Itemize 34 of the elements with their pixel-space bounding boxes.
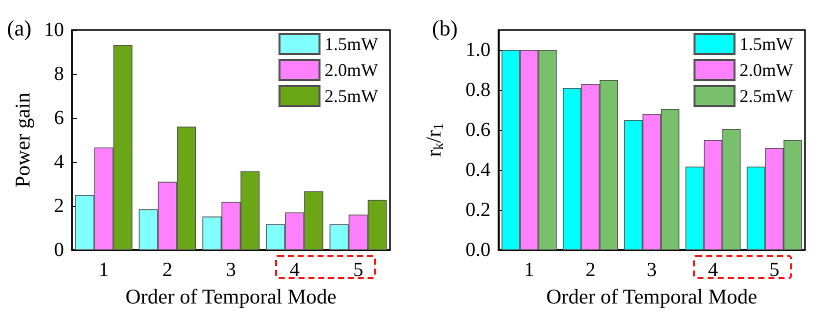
y-tick-label: 0.8 <box>466 79 490 101</box>
x-tick-label: 4 <box>708 259 718 281</box>
y-axis-title: rk/r1 <box>422 123 447 157</box>
y-tick-label: 4 <box>54 151 64 173</box>
legend-label: 1.5mW <box>324 34 378 54</box>
y-tick-label: 0 <box>54 239 64 261</box>
legend-label: 1.5mW <box>740 34 794 54</box>
legend-label: 2.5mW <box>740 86 794 106</box>
y-tick-label: 10 <box>44 19 64 41</box>
x-tick-label: 4 <box>290 259 300 281</box>
x-axis-title: Order of Temporal Mode <box>126 284 336 308</box>
y-tick-label: 2 <box>54 195 64 217</box>
x-tick-label: 3 <box>226 259 236 281</box>
legend-label: 2.0mW <box>324 60 378 80</box>
y-axis-title: Power gain <box>10 92 35 188</box>
y-tick-label: 0.6 <box>466 119 490 141</box>
x-tick-label: 1 <box>524 259 534 281</box>
x-tick-label: 1 <box>98 259 109 281</box>
x-tick-label: 2 <box>585 259 596 281</box>
legend-label: 2.0mW <box>740 60 794 80</box>
y-tick-label: 0.0 <box>466 239 490 261</box>
x-tick-label: 2 <box>162 259 172 281</box>
chart-title: (a) <box>7 16 32 40</box>
y-tick-label: 0.2 <box>466 199 490 221</box>
chart-title: (b) <box>432 16 458 40</box>
legend-label: 2.5mW <box>324 86 378 106</box>
y-tick-label: 8 <box>54 63 64 85</box>
x-tick-label: 5 <box>353 259 364 281</box>
x-tick-label: 3 <box>646 259 657 281</box>
y-tick-label: 1.0 <box>466 39 490 61</box>
y-tick-label: 0.4 <box>466 159 490 181</box>
x-tick-label: 5 <box>769 259 780 281</box>
x-axis-title: Order of Temporal Mode <box>546 284 758 308</box>
y-tick-label: 6 <box>54 107 64 129</box>
